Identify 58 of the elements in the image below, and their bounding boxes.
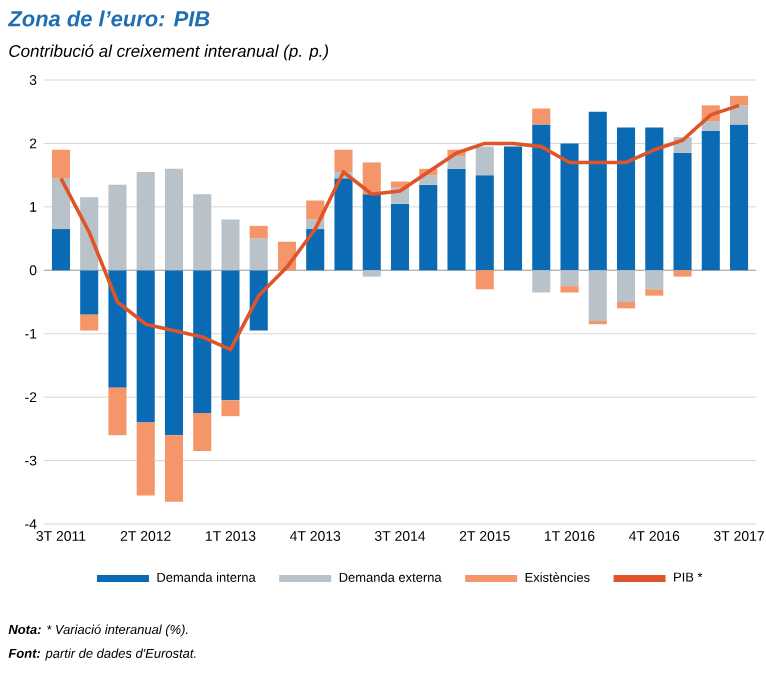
bar — [560, 270, 579, 287]
bar — [532, 108, 551, 125]
bar — [80, 314, 99, 331]
bar — [334, 178, 353, 271]
chart-subtitle: Contribució al creixement interanual (p. p.) — [9, 44, 329, 61]
bar — [673, 152, 692, 271]
bar — [560, 143, 579, 271]
bar — [447, 156, 466, 169]
bar — [673, 270, 692, 277]
bar — [136, 171, 155, 271]
bar — [136, 270, 155, 423]
bar — [645, 127, 664, 271]
bar — [503, 146, 523, 271]
bar — [645, 270, 664, 290]
bar — [701, 130, 720, 271]
bar — [616, 270, 636, 302]
bar — [730, 95, 749, 106]
bar — [560, 286, 579, 293]
bar — [193, 270, 212, 413]
bar — [616, 127, 636, 271]
bar — [164, 435, 184, 502]
bar — [193, 413, 212, 452]
bar — [447, 168, 466, 271]
bar — [645, 289, 664, 296]
bar — [51, 149, 70, 179]
bar — [701, 121, 720, 131]
bar — [475, 175, 494, 271]
bar — [221, 400, 240, 417]
bar — [51, 229, 70, 271]
bar — [306, 229, 325, 271]
bar — [108, 387, 127, 436]
bar — [390, 203, 410, 271]
bar — [164, 168, 184, 271]
bar — [475, 146, 494, 176]
bar — [51, 178, 70, 230]
bar — [80, 270, 99, 315]
bar — [588, 270, 607, 322]
bar — [249, 225, 268, 239]
bar — [532, 124, 551, 271]
bar — [221, 219, 240, 271]
bar — [362, 270, 381, 277]
bar — [164, 270, 184, 436]
bar — [362, 194, 381, 271]
bar — [730, 124, 749, 271]
bar — [334, 149, 353, 172]
bar — [221, 270, 240, 401]
bar — [475, 270, 494, 290]
bar — [108, 184, 127, 271]
bar — [136, 422, 155, 496]
bar — [193, 194, 212, 271]
bar — [249, 238, 268, 271]
chart-title: Zona de l’euro: PIB — [7, 10, 210, 27]
bar — [588, 111, 607, 271]
bar — [616, 302, 636, 309]
bar — [419, 184, 438, 271]
bar — [532, 270, 551, 293]
bar — [108, 270, 127, 388]
bar — [730, 105, 749, 125]
